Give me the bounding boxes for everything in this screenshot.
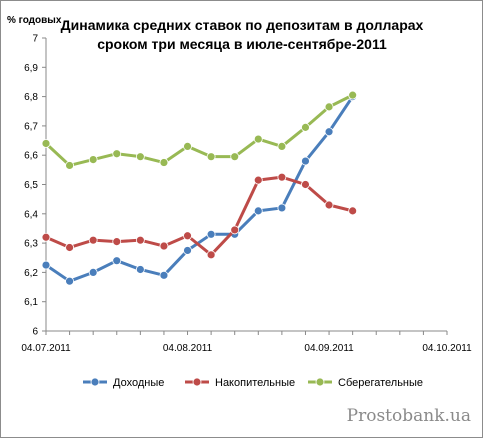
data-point xyxy=(135,152,145,162)
data-point xyxy=(301,156,310,166)
legend-swatch-marker xyxy=(315,377,325,387)
y-tick-label: 6,8 xyxy=(24,92,38,103)
data-point xyxy=(112,256,122,266)
data-point xyxy=(253,134,263,144)
data-point xyxy=(112,149,122,159)
data-point xyxy=(88,235,98,245)
y-tick-labels: 6 6,1 6,2 6,3 6,4 6,5 6,6 6,7 6,8 6,9 7 xyxy=(24,34,46,338)
data-point xyxy=(41,260,51,270)
data-point xyxy=(41,139,51,148)
legend-label: Доходные xyxy=(113,377,164,389)
y-tick-label: 6,2 xyxy=(24,268,38,279)
legend-label: Накопительные xyxy=(215,377,295,389)
data-point xyxy=(135,265,145,274)
data-point xyxy=(135,235,145,245)
data-point xyxy=(230,225,240,235)
data-point xyxy=(206,250,216,260)
data-point xyxy=(88,267,98,277)
data-point xyxy=(277,172,287,182)
legend-swatch-marker xyxy=(90,377,100,387)
x-tick-label: 04.07.2011 xyxy=(21,343,71,354)
y-tick-label: 6,9 xyxy=(24,63,38,74)
data-point xyxy=(277,203,287,213)
y-tick-label: 6,4 xyxy=(24,209,38,220)
y-tick-label: 6,3 xyxy=(24,239,38,250)
data-point xyxy=(301,180,310,189)
data-point xyxy=(324,102,334,112)
y-tick-label: 6,6 xyxy=(24,151,38,162)
y-tick-label: 6,7 xyxy=(24,121,38,132)
data-point xyxy=(348,90,358,100)
data-point xyxy=(324,200,334,210)
legend-label: Сберегательные xyxy=(338,377,423,389)
data-point xyxy=(206,229,216,239)
data-point xyxy=(183,246,192,255)
y-tick-label: 7 xyxy=(32,34,38,45)
data-point xyxy=(301,122,310,132)
axes xyxy=(45,38,447,332)
data-point xyxy=(348,206,358,216)
data-point xyxy=(112,237,122,247)
y-tick-label: 6,5 xyxy=(24,180,38,191)
data-point xyxy=(253,206,263,216)
x-tick-label: 04.10.2011 xyxy=(422,343,472,354)
y-axis-label: % годовых xyxy=(7,15,62,26)
data-point xyxy=(65,243,74,252)
x-tick-labels: 04.07.2011 04.08.2011 04.09.2011 04.10.2011 xyxy=(21,331,472,354)
data-point xyxy=(88,155,98,164)
chart-title-line-2: сроком три месяца в июле-сентябре-2011 xyxy=(97,36,387,52)
data-point xyxy=(159,270,169,280)
legend: Доходные Накопительные Сберегательные xyxy=(83,377,423,389)
data-point xyxy=(183,231,192,241)
x-tick-label: 04.08.2011 xyxy=(163,343,213,354)
data-point xyxy=(324,127,334,137)
data-point xyxy=(65,161,74,170)
x-tick-label: 04.09.2011 xyxy=(304,343,354,354)
y-tick-label: 6 xyxy=(32,327,38,338)
data-point xyxy=(230,152,240,162)
data-point xyxy=(159,158,169,167)
watermark-text: Prostobank.ua xyxy=(347,406,471,426)
data-point xyxy=(65,276,74,286)
chart-title-line-1: Динамика средних ставок по депозитам в д… xyxy=(61,17,424,33)
y-tick-label: 6,1 xyxy=(24,297,38,308)
legend-swatch-marker xyxy=(192,377,202,387)
plot-area xyxy=(41,90,358,286)
data-point xyxy=(41,232,51,242)
data-point xyxy=(253,175,263,185)
data-point xyxy=(206,152,216,162)
data-point xyxy=(277,142,287,151)
data-point xyxy=(159,241,169,251)
data-point xyxy=(183,142,192,151)
